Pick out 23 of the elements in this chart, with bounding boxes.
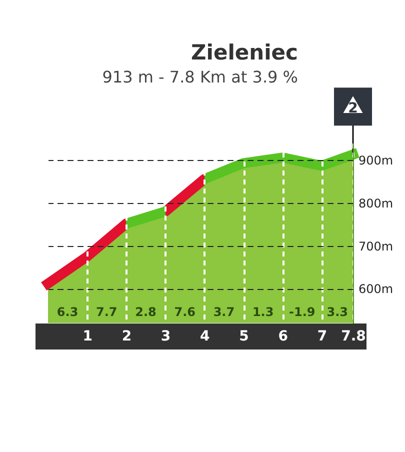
x-tick-label: 7.8 bbox=[341, 328, 366, 344]
x-tick-label: 4 bbox=[200, 328, 210, 344]
annotation: -1.9 bbox=[289, 305, 316, 319]
y-tick-label: 700m bbox=[358, 239, 394, 254]
annotation: 3.7 bbox=[213, 305, 235, 319]
x-tick-label: 6 bbox=[278, 328, 288, 344]
y-tick-label: 600m bbox=[358, 282, 394, 296]
x-tick-label: 1 bbox=[82, 328, 92, 344]
annotation: 3.3 bbox=[326, 305, 348, 319]
x-tick-label: 7 bbox=[317, 328, 328, 344]
annotation: 2.8 bbox=[135, 305, 156, 319]
chart-title: Zieleniec bbox=[191, 40, 298, 65]
x-tick-label: 3 bbox=[160, 328, 171, 344]
y-tick-label: 800m bbox=[358, 196, 394, 210]
x-tick-label: 2 bbox=[122, 328, 132, 344]
annotation: 7.7 bbox=[96, 305, 118, 319]
annotation: 6.3 bbox=[56, 305, 78, 319]
annotation: 1.3 bbox=[252, 305, 274, 319]
y-tick-label: 900m bbox=[358, 154, 394, 168]
annotation: 7.6 bbox=[174, 305, 196, 319]
x-tick-label: 5 bbox=[239, 328, 249, 344]
annotation: 2 bbox=[348, 100, 358, 117]
chart-subtitle: 913 m - 7.8 Km at 3.9 % bbox=[102, 68, 298, 87]
